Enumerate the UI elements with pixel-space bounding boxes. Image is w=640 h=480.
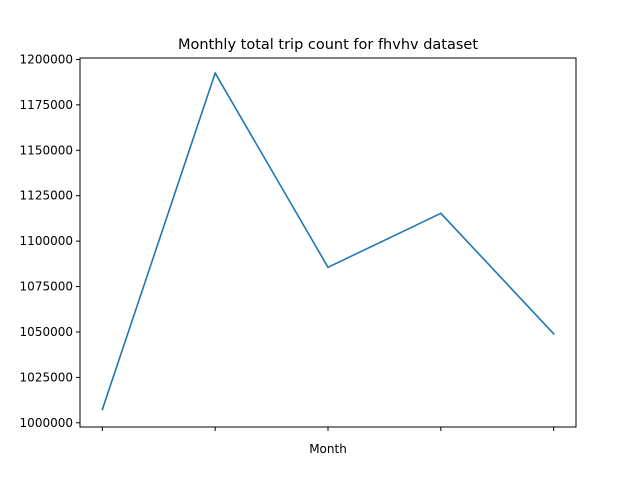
series-line-0 (101, 72, 555, 410)
plot-frame (79, 57, 577, 428)
x-axis-label: Month (309, 442, 347, 456)
y-tick-label: 1025000 (20, 370, 73, 384)
data-point (101, 408, 104, 411)
plot-area (101, 72, 555, 411)
y-tick-label: 1050000 (20, 325, 73, 339)
data-point (552, 332, 555, 335)
y-tick-label: 1200000 (20, 52, 73, 66)
data-point (214, 72, 217, 74)
data-point (439, 212, 442, 215)
y-axis: 1000000 1025000 1050000 1075000 1100000 11250… (20, 52, 80, 430)
y-tick-label: 1175000 (20, 98, 73, 112)
y-tick-label: 1150000 (20, 143, 73, 157)
chart-title: Monthly total trip count for fhvhv datas… (178, 37, 478, 53)
y-tick-label: 1075000 (20, 280, 73, 294)
x-axis (101, 427, 555, 431)
data-point (327, 266, 329, 269)
y-tick-label: 1000000 (20, 416, 73, 430)
y-tick-label: 1125000 (20, 189, 73, 203)
y-tick-label: 1100000 (20, 234, 73, 248)
